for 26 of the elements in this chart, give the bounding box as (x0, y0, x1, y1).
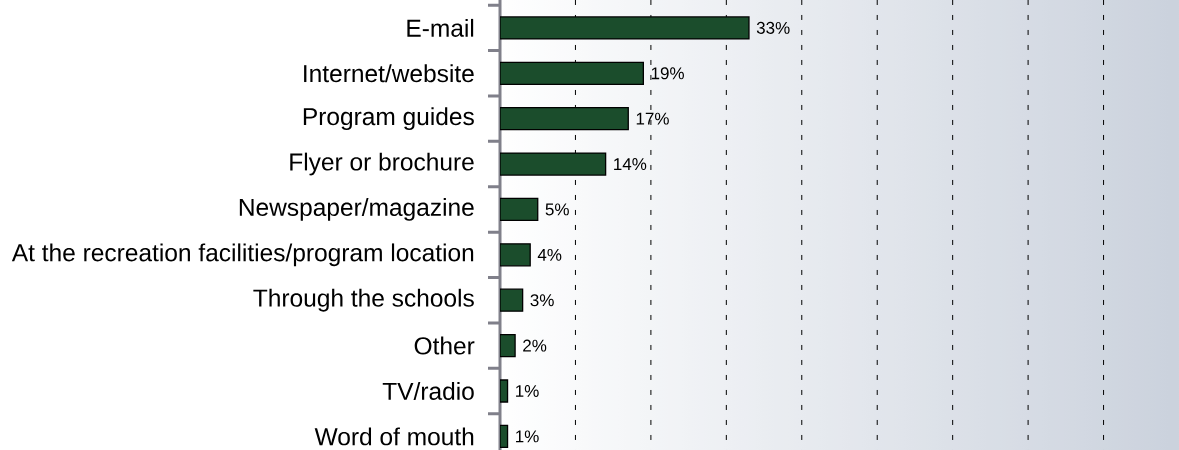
data-label: 14% (614, 158, 647, 170)
y-tick-label: Flyer or brochure (290, 152, 474, 176)
y-tick-label: Internet/website (304, 64, 474, 83)
data-label: 2% (523, 339, 547, 352)
y-tick-label: Program guides (303, 107, 474, 131)
bar (500, 197, 539, 222)
data-label: 33% (756, 21, 790, 34)
bar (500, 152, 607, 176)
bar (500, 107, 629, 131)
bar (500, 243, 531, 267)
y-tick-label: Through the schools (253, 288, 474, 312)
y-tick-label: E-mail (407, 18, 474, 37)
y-tick-label: Word of mouth (314, 427, 474, 446)
bar (500, 16, 750, 40)
y-tick-label: TV/radio (382, 381, 474, 400)
data-label: 19% (651, 67, 684, 80)
bar (500, 61, 644, 85)
data-label: 3% (530, 294, 554, 307)
data-label: 1% (516, 385, 539, 397)
y-tick-label: Other (414, 336, 475, 355)
y-tick-label: At the recreation facilities/program location (11, 243, 474, 267)
data-label: 1% (516, 430, 539, 443)
y-tick-label: Newspaper/magazine (239, 198, 474, 221)
data-label: 5% (545, 203, 569, 216)
data-label: 4% (537, 248, 562, 261)
data-label: 17% (636, 112, 669, 125)
